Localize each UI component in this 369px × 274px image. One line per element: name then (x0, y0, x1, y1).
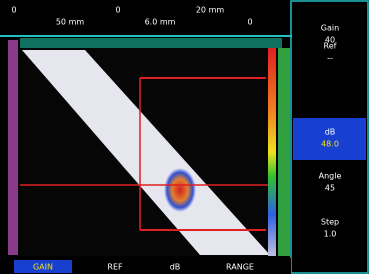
screen: 050 mm06.0 mm20 mm0Gain40Ref--dB48.0Angl… (0, 0, 369, 274)
panel-value[interactable]: 1.0 (324, 230, 337, 239)
display: 050 mm06.0 mm20 mm0Gain40Ref--dB48.0Angl… (0, 0, 369, 274)
top-label: 50 mm (56, 18, 85, 27)
ruler (20, 38, 282, 48)
indication (164, 168, 196, 212)
top-label: 0 (247, 18, 252, 27)
panel-label: Gain (321, 24, 339, 33)
panel-label: Step (321, 218, 339, 227)
bottom-label[interactable]: dB (170, 263, 181, 272)
top-label: 0 (115, 6, 120, 15)
side-scale (278, 48, 290, 256)
top-label: 6.0 mm (145, 18, 176, 27)
panel-value[interactable]: -- (327, 54, 333, 63)
panel-label: Angle (319, 172, 342, 181)
top-label: 20 mm (196, 6, 225, 15)
bottom-label[interactable]: REF (107, 263, 123, 272)
top-label: 0 (11, 6, 16, 15)
panel-value[interactable]: 45 (325, 184, 335, 193)
panel-label: dB (325, 128, 336, 137)
bottom-label[interactable]: RANGE (226, 263, 254, 272)
bottom-label[interactable]: GAIN (33, 263, 53, 272)
color-scale (268, 48, 276, 256)
panel-label: Ref (324, 42, 337, 51)
panel-value[interactable]: 48.0 (321, 140, 339, 149)
left-bar (8, 40, 18, 255)
